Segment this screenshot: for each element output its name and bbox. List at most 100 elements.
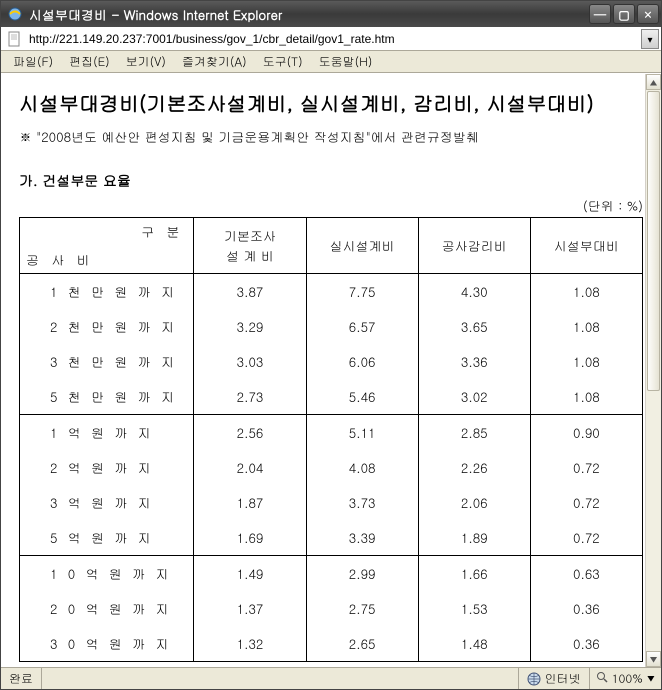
- cell: 2.73: [194, 379, 306, 415]
- cell: 3.03: [194, 344, 306, 379]
- header-rowcol-bottom: 공 사 비: [26, 250, 94, 270]
- viewport: 시설부대경비(기본조사설계비, 실시설계비, 감리비, 시설부대비) ※ "20…: [1, 73, 661, 667]
- cell: 6.57: [306, 309, 418, 344]
- cell: 0.72: [530, 520, 642, 556]
- unit-label: (단위 : %): [19, 196, 643, 215]
- cell: 2.06: [418, 485, 530, 520]
- table-row: 2 천 만 원 까 지3.296.573.651.08: [20, 309, 643, 344]
- cell: 1.08: [530, 344, 642, 379]
- row-label: 2 0 억 원 까 지: [20, 591, 194, 626]
- cell: 3.29: [194, 309, 306, 344]
- status-spacer: [42, 668, 519, 689]
- chevron-down-icon[interactable]: ▼: [647, 672, 655, 685]
- header-col-2: 공사감리비: [418, 218, 530, 274]
- vertical-scrollbar[interactable]: ▲ ▼: [645, 74, 661, 667]
- status-bar: 완료 인터넷 100% ▼: [1, 667, 661, 689]
- magnifier-icon: [596, 670, 608, 687]
- cell: 3.73: [306, 485, 418, 520]
- cell: 1.32: [194, 626, 306, 662]
- section-heading: 가. 건설부문 요율: [19, 170, 643, 190]
- row-label: 2 억 원 까 지: [20, 450, 194, 485]
- window-title: 시설부대경비 - Windows Internet Explorer: [29, 5, 587, 24]
- cell: 0.72: [530, 450, 642, 485]
- cell: 2.56: [194, 415, 306, 451]
- url-input[interactable]: [27, 30, 641, 48]
- menu-help[interactable]: 도움말(H): [311, 51, 381, 72]
- cell: 2.04: [194, 450, 306, 485]
- cell: 1.66: [418, 556, 530, 592]
- page-title: 시설부대경비(기본조사설계비, 실시설계비, 감리비, 시설부대비): [19, 88, 643, 117]
- cell: 2.99: [306, 556, 418, 592]
- table-row: 5 억 원 까 지1.693.391.890.72: [20, 520, 643, 556]
- menu-edit[interactable]: 편집(E): [61, 51, 118, 72]
- scroll-up-button[interactable]: ▲: [646, 74, 661, 90]
- cell: 2.85: [418, 415, 530, 451]
- status-done: 완료: [1, 668, 42, 689]
- table-row: 3 억 원 까 지1.873.732.060.72: [20, 485, 643, 520]
- header-col-3: 시설부대비: [530, 218, 642, 274]
- table-row: 1 0 억 원 까 지1.492.991.660.63: [20, 556, 643, 592]
- menu-bar: 파일(F) 편집(E) 보기(V) 즐겨찾기(A) 도구(T) 도움말(H): [1, 51, 661, 73]
- page-note: ※ "2008년도 예산안 편성지침 및 기금운용계획안 작성지침"에서 관련규…: [19, 127, 643, 146]
- cell: 3.39: [306, 520, 418, 556]
- maximize-button[interactable]: ▢: [613, 4, 635, 24]
- row-label: 1 천 만 원 까 지: [20, 274, 194, 310]
- rate-table: 구 분 공 사 비 기본조사 설 계 비 실시설계비 공사감리비 시설부대비 1…: [19, 217, 643, 662]
- cell: 6.06: [306, 344, 418, 379]
- cell: 0.72: [530, 485, 642, 520]
- cell: 4.08: [306, 450, 418, 485]
- table-row: 3 0 억 원 까 지1.322.651.480.36: [20, 626, 643, 662]
- scroll-down-button[interactable]: ▼: [646, 651, 661, 667]
- cell: 1.53: [418, 591, 530, 626]
- menu-file[interactable]: 파일(F): [5, 51, 61, 72]
- table-row: 5 천 만 원 까 지2.735.463.021.08: [20, 379, 643, 415]
- cell: 5.46: [306, 379, 418, 415]
- cell: 3.65: [418, 309, 530, 344]
- header-col-0: 기본조사 설 계 비: [194, 218, 306, 274]
- table-header-row: 구 분 공 사 비 기본조사 설 계 비 실시설계비 공사감리비 시설부대비: [20, 218, 643, 274]
- header-rowcol-top: 구 분: [141, 222, 183, 242]
- table-row: 2 0 억 원 까 지1.372.751.530.36: [20, 591, 643, 626]
- header-col-1: 실시설계비: [306, 218, 418, 274]
- url-dropdown-button[interactable]: ▾: [641, 29, 659, 49]
- scroll-thumb[interactable]: [647, 91, 660, 391]
- cell: 1.49: [194, 556, 306, 592]
- status-zone: 인터넷: [519, 668, 590, 689]
- close-button[interactable]: ×: [637, 4, 659, 24]
- cell: 0.36: [530, 626, 642, 662]
- address-bar: ▾: [1, 27, 661, 51]
- menu-tools[interactable]: 도구(T): [255, 51, 311, 72]
- cell: 3.87: [194, 274, 306, 310]
- status-zone-text: 인터넷: [545, 670, 581, 687]
- cell: 1.08: [530, 309, 642, 344]
- cell: 7.75: [306, 274, 418, 310]
- page-content: 시설부대경비(기본조사설계비, 실시설계비, 감리비, 시설부대비) ※ "20…: [1, 74, 661, 662]
- menu-favorites[interactable]: 즐겨찾기(A): [174, 51, 255, 72]
- row-label: 5 억 원 까 지: [20, 520, 194, 556]
- row-label: 1 억 원 까 지: [20, 415, 194, 451]
- table-row: 1 천 만 원 까 지3.877.754.301.08: [20, 274, 643, 310]
- row-label: 3 천 만 원 까 지: [20, 344, 194, 379]
- table-row: 3 천 만 원 까 지3.036.063.361.08: [20, 344, 643, 379]
- header-rowcol: 구 분 공 사 비: [20, 218, 194, 274]
- cell: 1.89: [418, 520, 530, 556]
- table-row: 2 억 원 까 지2.044.082.260.72: [20, 450, 643, 485]
- cell: 3.02: [418, 379, 530, 415]
- ie-window: 시설부대경비 - Windows Internet Explorer — ▢ ×…: [0, 0, 662, 690]
- minimize-button[interactable]: —: [589, 4, 611, 24]
- cell: 1.08: [530, 379, 642, 415]
- row-label: 3 0 억 원 까 지: [20, 626, 194, 662]
- cell: 2.65: [306, 626, 418, 662]
- zoom-control[interactable]: 100% ▼: [590, 670, 661, 687]
- cell: 1.08: [530, 274, 642, 310]
- cell: 1.69: [194, 520, 306, 556]
- zoom-value: 100%: [612, 670, 643, 687]
- menu-view[interactable]: 보기(V): [118, 51, 174, 72]
- cell: 3.36: [418, 344, 530, 379]
- row-label: 1 0 억 원 까 지: [20, 556, 194, 592]
- cell: 2.26: [418, 450, 530, 485]
- cell: 0.63: [530, 556, 642, 592]
- row-label: 2 천 만 원 까 지: [20, 309, 194, 344]
- cell: 0.90: [530, 415, 642, 451]
- row-label: 3 억 원 까 지: [20, 485, 194, 520]
